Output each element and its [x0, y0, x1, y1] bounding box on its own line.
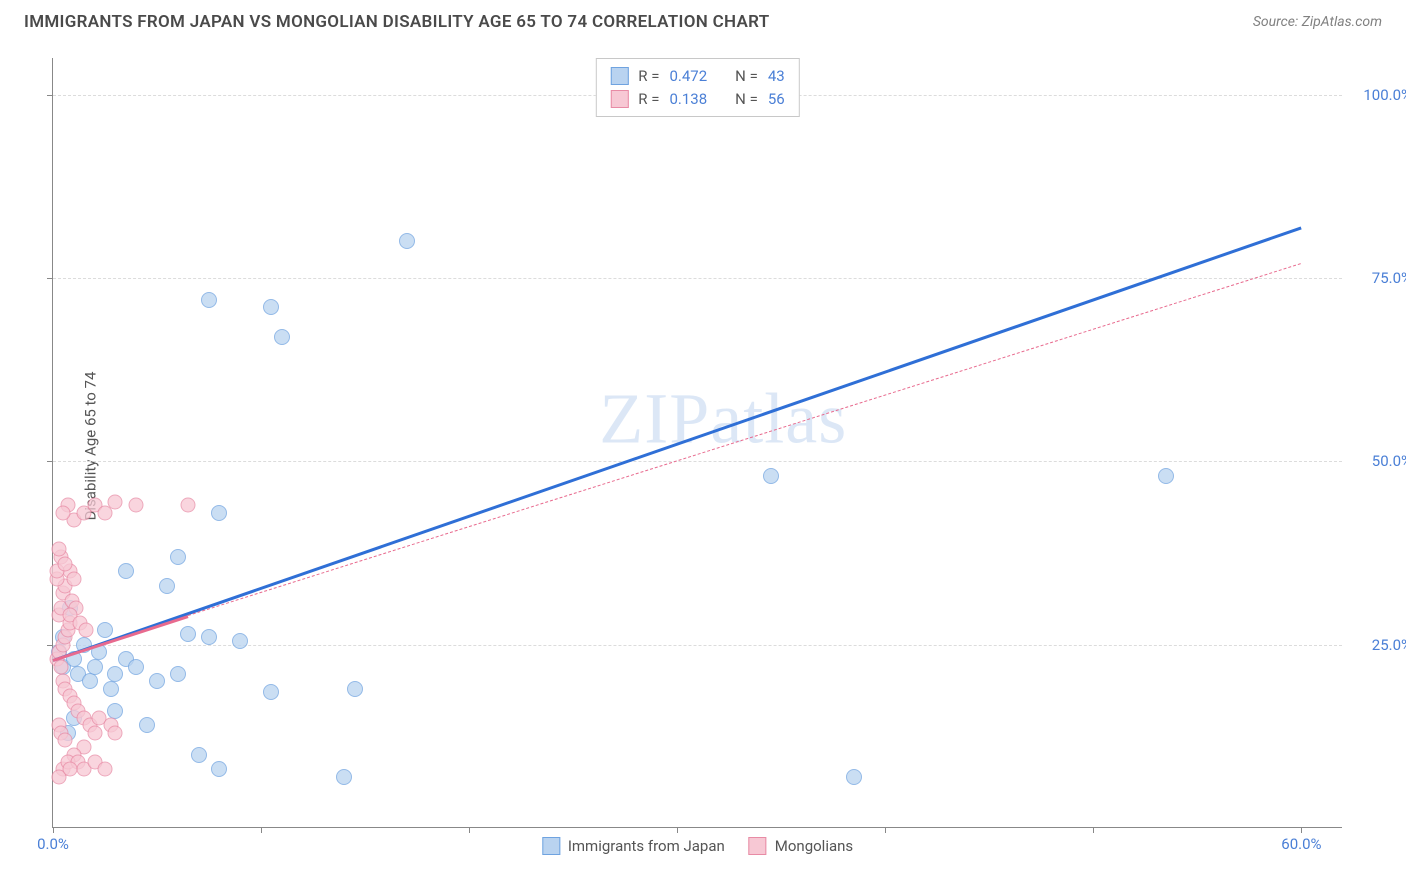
legend-r-value: 0.138 — [669, 88, 707, 111]
legend-swatch — [749, 837, 767, 855]
y-tick-label: 50.0% — [1352, 452, 1406, 470]
data-point — [180, 626, 196, 642]
data-point — [87, 725, 102, 740]
data-point — [1158, 468, 1174, 484]
legend-swatch — [610, 67, 628, 85]
x-tick-mark — [677, 827, 678, 833]
legend-item: Mongolians — [749, 837, 853, 855]
legend-row: R = 0.138 N = 56 — [610, 88, 784, 111]
data-point — [87, 659, 103, 675]
data-point — [129, 498, 144, 513]
x-tick-mark — [261, 827, 262, 833]
legend-item: Immigrants from Japan — [542, 837, 725, 855]
data-point — [58, 733, 73, 748]
x-tick-mark — [469, 827, 470, 833]
data-point — [108, 725, 123, 740]
legend-row: R = 0.472 N = 43 — [610, 65, 784, 88]
data-point — [274, 329, 290, 345]
data-point — [170, 666, 186, 682]
y-tick-mark — [47, 95, 53, 96]
legend-label: Immigrants from Japan — [568, 837, 725, 855]
data-point — [97, 622, 113, 638]
data-point — [56, 505, 71, 520]
header: IMMIGRANTS FROM JAPAN VS MONGOLIAN DISAB… — [0, 0, 1406, 40]
y-tick-label: 75.0% — [1352, 269, 1406, 287]
trend-line — [188, 263, 1301, 616]
x-tick-label: 60.0% — [1281, 835, 1321, 853]
data-point — [347, 681, 363, 697]
legend-swatch — [610, 90, 628, 108]
watermark-text: ZIPatlas — [599, 378, 847, 461]
data-point — [201, 629, 217, 645]
data-point — [159, 578, 175, 594]
data-point — [58, 557, 73, 572]
trend-line — [53, 227, 1302, 662]
data-point — [107, 703, 123, 719]
data-point — [170, 549, 186, 565]
legend-n-value: 43 — [768, 65, 785, 88]
data-point — [54, 659, 69, 674]
x-tick-mark — [1301, 827, 1302, 833]
data-point — [763, 468, 779, 484]
y-tick-label: 25.0% — [1352, 636, 1406, 654]
x-tick-label: 0.0% — [37, 835, 69, 853]
legend-n-label: N = — [735, 65, 758, 88]
legend-r-label: R = — [638, 65, 659, 88]
y-tick-mark — [47, 278, 53, 279]
y-tick-mark — [47, 645, 53, 646]
legend-r-label: R = — [638, 88, 659, 111]
legend-swatch — [542, 837, 560, 855]
data-point — [191, 747, 207, 763]
x-tick-mark — [1093, 827, 1094, 833]
data-point — [103, 681, 119, 697]
gridline — [53, 461, 1342, 462]
data-point — [336, 769, 352, 785]
data-point — [263, 684, 279, 700]
data-point — [201, 292, 217, 308]
data-point — [399, 233, 415, 249]
legend-n-value: 56 — [768, 88, 785, 111]
data-point — [128, 659, 144, 675]
data-point — [263, 299, 279, 315]
data-point — [62, 762, 77, 777]
legend-label: Mongolians — [775, 837, 853, 855]
data-point — [118, 563, 134, 579]
data-point — [139, 717, 155, 733]
data-point — [846, 769, 862, 785]
legend-n-label: N = — [735, 88, 758, 111]
data-point — [211, 505, 227, 521]
data-point — [149, 673, 165, 689]
data-point — [108, 494, 123, 509]
data-point — [82, 673, 98, 689]
data-point — [181, 498, 196, 513]
series-legend: Immigrants from Japan Mongolians — [542, 837, 853, 855]
data-point — [211, 761, 227, 777]
data-point — [232, 633, 248, 649]
data-point — [66, 571, 81, 586]
source-attribution: Source: ZipAtlas.com — [1253, 14, 1382, 30]
y-tick-label: 100.0% — [1352, 86, 1406, 104]
chart-title: IMMIGRANTS FROM JAPAN VS MONGOLIAN DISAB… — [24, 12, 769, 32]
legend-r-value: 0.472 — [669, 65, 707, 88]
data-point — [79, 623, 94, 638]
data-point — [98, 762, 113, 777]
y-tick-mark — [47, 461, 53, 462]
data-point — [52, 542, 67, 557]
correlation-legend: R = 0.472 N = 43 R = 0.138 N = 56 — [595, 58, 799, 117]
data-point — [107, 666, 123, 682]
chart-plot-area: ZIPatlas R = 0.472N = 43R = 0.138N = 56 … — [52, 58, 1342, 828]
x-tick-mark — [53, 827, 54, 833]
x-tick-mark — [885, 827, 886, 833]
